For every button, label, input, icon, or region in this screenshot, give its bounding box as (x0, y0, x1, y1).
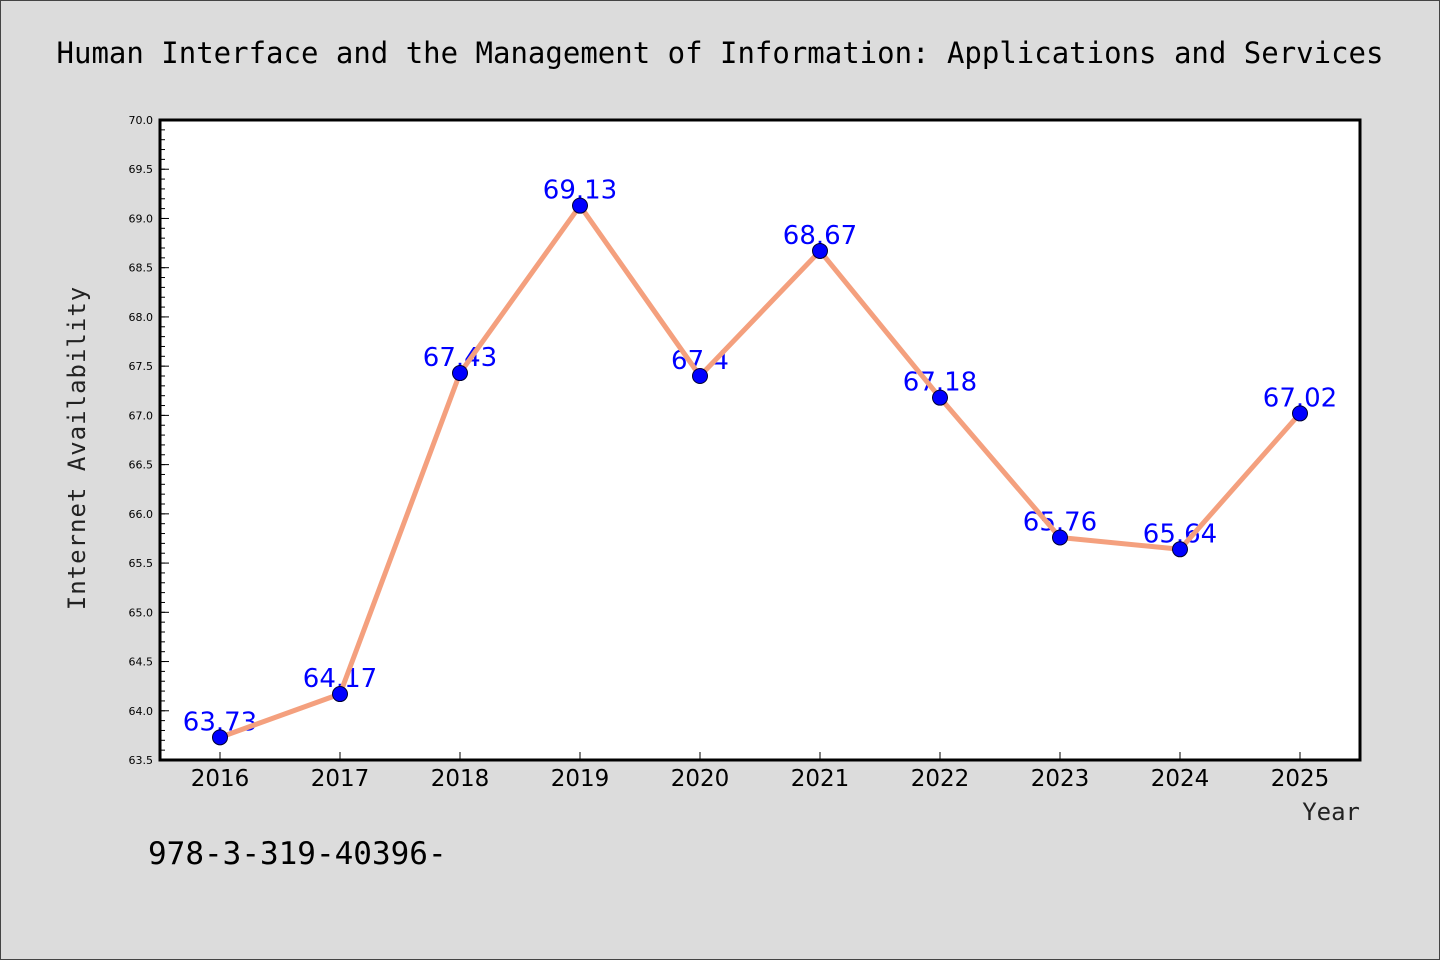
x-tick-label: 2018 (431, 766, 490, 792)
x-tick-label: 2017 (311, 766, 370, 792)
data-point (572, 197, 588, 214)
y-tick-label: 64.5 (129, 656, 154, 669)
data-point (692, 368, 708, 384)
data-point (1292, 405, 1308, 422)
y-tick-label: 63.5 (129, 754, 154, 767)
y-tick-label: 67.0 (129, 409, 154, 422)
data-point (932, 389, 948, 406)
x-tick-label: 2024 (1151, 766, 1210, 792)
y-axis-ticks: 63.5 64.0 64.5 65.0 65.5 66.0 66.5 67.0 67.5 68.0… (129, 114, 169, 767)
series-line (217, 203, 1303, 740)
data-point (812, 242, 828, 259)
x-tick-label: 2021 (791, 766, 850, 792)
x-tick-label: 2020 (671, 766, 730, 792)
y-tick-label: 69.5 (129, 163, 154, 176)
x-tick-label: 2019 (551, 766, 610, 792)
y-tick-label: 65.5 (129, 557, 154, 570)
x-axis-label: Year (1302, 798, 1360, 826)
data-point (212, 729, 228, 746)
x-tick-label: 2025 (1271, 766, 1330, 792)
plot-area (160, 120, 1360, 760)
y-tick-label: 69.0 (129, 212, 154, 225)
series-layer (212, 197, 1308, 746)
y-tick-label: 68.5 (129, 262, 154, 275)
x-tick-label: 2022 (911, 766, 970, 792)
y-tick-label: 70.0 (129, 114, 154, 127)
y-tick-label: 66.5 (129, 459, 154, 472)
y-tick-label: 64.0 (129, 705, 154, 718)
footer-isbn: 978-3-319-40396- (148, 836, 447, 872)
x-tick-label: 2023 (1031, 766, 1090, 792)
data-point (452, 365, 468, 382)
chart-title: Human Interface and the Management of In… (57, 36, 1384, 70)
x-axis-ticks: 2016 2017 2018 2019 2020 2021 2022 2023 2024 2025 (191, 752, 1330, 792)
plot-frame (158, 118, 1362, 762)
y-tick-label: 67.5 (129, 360, 154, 373)
data-point (332, 686, 348, 703)
data-point (1172, 541, 1188, 558)
y-tick-label: 68.0 (129, 311, 154, 324)
y-tick-label: 66.0 (129, 508, 154, 521)
y-axis-label: Internet Availability (63, 286, 91, 610)
y-tick-label: 65.0 (129, 606, 154, 619)
data-point (1052, 529, 1068, 546)
x-tick-label: 2016 (191, 766, 250, 792)
